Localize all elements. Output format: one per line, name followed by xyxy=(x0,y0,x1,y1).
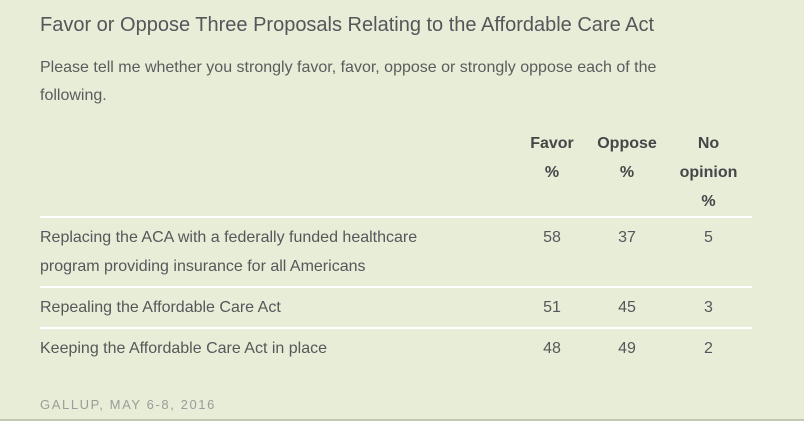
favor-value: 48 xyxy=(543,340,561,357)
row-label: Replacing the ACA with a federally funde… xyxy=(40,223,515,281)
row-label: Keeping the Affordable Care Act in place xyxy=(40,334,515,363)
no-opinion-value: 2 xyxy=(704,340,713,357)
column-header-oppose-label: Oppose xyxy=(597,135,657,152)
oppose-value: 37 xyxy=(618,229,636,246)
subtitle: Please tell me whether you strongly favo… xyxy=(40,59,657,104)
row-label-text: Replacing the ACA with a federally funde… xyxy=(40,229,418,275)
column-header-no-opinion-unit: % xyxy=(701,193,716,210)
favor-value: 58 xyxy=(543,229,561,246)
table-header-row: Favor % Oppose % No opinion % xyxy=(40,129,752,218)
page-title: Favor or Oppose Three Proposals Relating… xyxy=(40,14,655,36)
poll-table: Favor % Oppose % No opinion % Replacing … xyxy=(40,129,752,368)
table-row: Repealing the Affordable Care Act 51 45 … xyxy=(40,288,752,329)
no-opinion-value: 3 xyxy=(704,299,713,316)
row-label: Repealing the Affordable Care Act xyxy=(40,293,515,322)
table-row: Keeping the Affordable Care Act in place… xyxy=(40,329,752,368)
column-header-oppose-unit: % xyxy=(619,164,635,181)
column-header-favor-label: Favor xyxy=(530,135,574,152)
table-row: Replacing the ACA with a federally funde… xyxy=(40,218,752,288)
favor-value: 51 xyxy=(543,299,561,316)
column-header-no-opinion-label: No opinion xyxy=(679,135,738,181)
row-label-text: Keeping the Affordable Care Act in place xyxy=(40,340,328,357)
source-note: GALLUP, MAY 6-8, 2016 xyxy=(40,397,216,412)
no-opinion-value: 5 xyxy=(704,229,713,246)
oppose-value: 49 xyxy=(618,340,636,357)
row-label-text: Repealing the Affordable Care Act xyxy=(40,299,281,316)
column-header-no-opinion: No opinion % xyxy=(665,129,752,216)
column-header-favor: Favor % xyxy=(515,129,589,187)
oppose-value: 45 xyxy=(618,299,636,316)
column-header-favor-unit: % xyxy=(544,164,560,181)
column-header-oppose: Oppose % xyxy=(589,129,665,187)
